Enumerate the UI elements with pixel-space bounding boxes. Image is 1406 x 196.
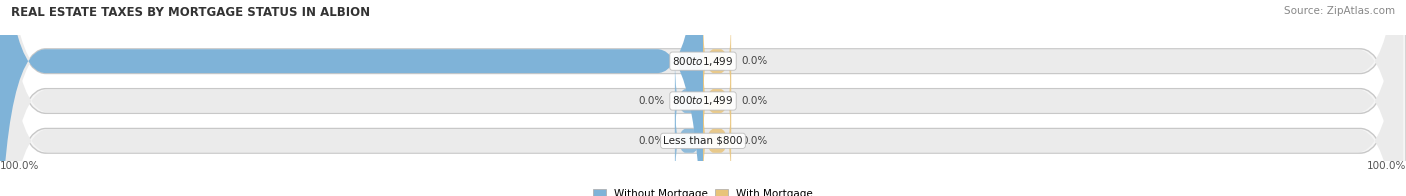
- Text: Less than $800: Less than $800: [664, 136, 742, 146]
- Text: $800 to $1,499: $800 to $1,499: [672, 94, 734, 107]
- Text: 0.0%: 0.0%: [638, 136, 665, 146]
- FancyBboxPatch shape: [703, 13, 731, 109]
- Text: 0.0%: 0.0%: [638, 96, 665, 106]
- FancyBboxPatch shape: [675, 93, 703, 189]
- FancyBboxPatch shape: [3, 0, 1403, 196]
- Text: 0.0%: 0.0%: [742, 96, 768, 106]
- Text: 100.0%: 100.0%: [0, 161, 39, 171]
- Text: 0.0%: 0.0%: [742, 136, 768, 146]
- FancyBboxPatch shape: [675, 53, 703, 149]
- FancyBboxPatch shape: [703, 53, 731, 149]
- FancyBboxPatch shape: [703, 93, 731, 189]
- FancyBboxPatch shape: [3, 0, 1403, 196]
- FancyBboxPatch shape: [0, 0, 703, 196]
- Text: Source: ZipAtlas.com: Source: ZipAtlas.com: [1284, 6, 1395, 16]
- Text: $800 to $1,499: $800 to $1,499: [672, 55, 734, 68]
- Legend: Without Mortgage, With Mortgage: Without Mortgage, With Mortgage: [589, 185, 817, 196]
- FancyBboxPatch shape: [3, 0, 1403, 196]
- Text: REAL ESTATE TAXES BY MORTGAGE STATUS IN ALBION: REAL ESTATE TAXES BY MORTGAGE STATUS IN …: [11, 6, 370, 19]
- Text: 100.0%: 100.0%: [1367, 161, 1406, 171]
- Text: 0.0%: 0.0%: [742, 56, 768, 66]
